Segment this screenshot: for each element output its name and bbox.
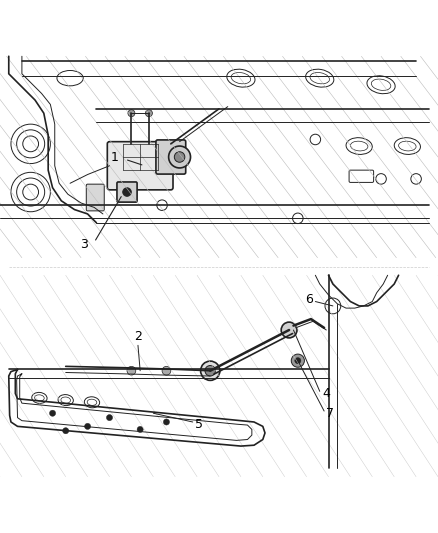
Circle shape <box>169 146 191 168</box>
Text: 4: 4 <box>322 387 330 400</box>
Text: 1: 1 <box>110 151 118 164</box>
Text: 5: 5 <box>195 418 203 431</box>
Circle shape <box>106 415 113 421</box>
Circle shape <box>128 110 135 117</box>
Circle shape <box>127 366 136 375</box>
Circle shape <box>291 354 304 367</box>
Circle shape <box>162 366 171 375</box>
FancyBboxPatch shape <box>117 182 137 202</box>
Text: 7: 7 <box>326 407 334 419</box>
Circle shape <box>145 110 152 117</box>
Circle shape <box>174 152 185 162</box>
FancyBboxPatch shape <box>86 184 104 211</box>
Circle shape <box>281 322 297 338</box>
Circle shape <box>49 410 56 416</box>
Circle shape <box>137 426 143 432</box>
Circle shape <box>295 358 301 364</box>
FancyBboxPatch shape <box>107 142 173 190</box>
Circle shape <box>201 361 220 381</box>
Text: 2: 2 <box>134 330 142 343</box>
Text: 6: 6 <box>305 293 313 306</box>
FancyBboxPatch shape <box>156 140 186 174</box>
Circle shape <box>205 366 215 376</box>
Text: 3: 3 <box>80 238 88 251</box>
Circle shape <box>123 188 131 197</box>
Circle shape <box>85 423 91 430</box>
Circle shape <box>163 419 170 425</box>
Circle shape <box>63 427 69 434</box>
